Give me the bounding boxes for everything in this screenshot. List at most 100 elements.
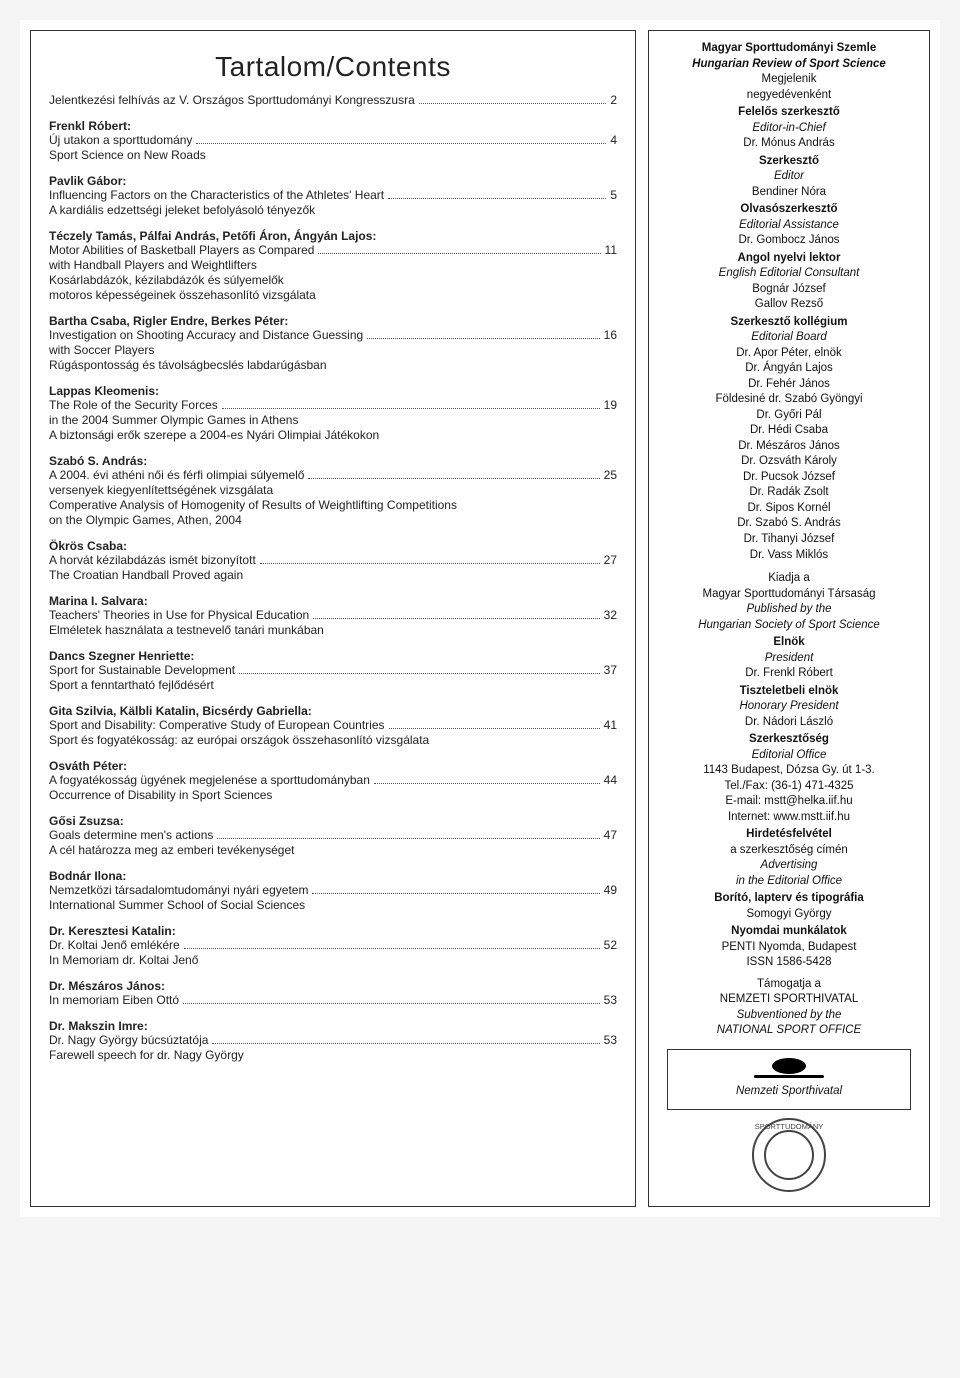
honpresident-role-hu: Tiszteletbeli elnök bbox=[659, 684, 919, 700]
toc-page-number: 5 bbox=[610, 188, 617, 202]
toc-text: A horvát kézilabdázás ismét bizonyított bbox=[49, 553, 256, 567]
journal-title-en: Hungarian Review of Sport Science bbox=[659, 57, 919, 73]
toc-line: Investigation on Shooting Accuracy and D… bbox=[49, 328, 617, 342]
office-web: Internet: www.mstt.iif.hu bbox=[659, 810, 919, 826]
toc-page-number: 53 bbox=[604, 1033, 617, 1047]
toc-text: In memoriam Eiben Ottó bbox=[49, 993, 179, 1007]
toc-line: A 2004. évi athéni női és férfi olimpiai… bbox=[49, 468, 617, 482]
toc-page-number: 47 bbox=[604, 828, 617, 842]
role-heading-hu: Angol nyelvi lektor bbox=[659, 251, 919, 267]
toc-text: Új utakon a sporttudomány bbox=[49, 133, 192, 147]
role-heading-en: English Editorial Consultant bbox=[659, 266, 919, 282]
toc-entry: Marina I. Salvara:Teachers' Theories in … bbox=[49, 594, 617, 637]
toc-text: Nemzetközi társadalomtudományi nyári egy… bbox=[49, 883, 308, 897]
toc-entry: Osváth Péter:A fogyatékosság ügyének meg… bbox=[49, 759, 617, 802]
dots-leader bbox=[308, 477, 599, 479]
toc-entry: Jelentkezési felhívás az V. Országos Spo… bbox=[49, 93, 617, 107]
toc-line: Sport for Sustainable Development37 bbox=[49, 663, 617, 677]
freq-hu: Megjelenik bbox=[659, 72, 919, 88]
role-name: Dr. Vass Miklós bbox=[659, 548, 919, 564]
president-name: Dr. Frenkl Róbert bbox=[659, 666, 919, 682]
toc-entry: Pavlik Gábor:Influencing Factors on the … bbox=[49, 174, 617, 217]
toc-entry: Dr. Mészáros János:In memoriam Eiben Ott… bbox=[49, 979, 617, 1007]
toc-author: Gita Szilvia, Kälbli Katalin, Bicsérdy G… bbox=[49, 704, 617, 718]
support-org-en: NATIONAL SPORT OFFICE bbox=[659, 1023, 919, 1039]
role-name: Dr. Ozsváth Károly bbox=[659, 454, 919, 470]
toc-subline: versenyek kiegyenlítettségének vizsgálat… bbox=[49, 483, 617, 497]
role-name: Dr. Sipos Kornél bbox=[659, 501, 919, 517]
toc-text: Teachers' Theories in Use for Physical E… bbox=[49, 608, 309, 622]
page: Tartalom/Contents Jelentkezési felhívás … bbox=[20, 20, 940, 1217]
honpresident-name: Dr. Nádori László bbox=[659, 715, 919, 731]
role-name: Dr. Hédi Csaba bbox=[659, 423, 919, 439]
role-heading-en: Editorial Board bbox=[659, 330, 919, 346]
toc-author: Marina I. Salvara: bbox=[49, 594, 617, 608]
toc-author: Gősi Zsuzsa: bbox=[49, 814, 617, 828]
dots-leader bbox=[212, 1042, 599, 1044]
ads-hu: Hirdetésfelvétel bbox=[659, 827, 919, 843]
ads-en: Advertising bbox=[659, 858, 919, 874]
dots-leader bbox=[367, 337, 599, 339]
toc-entry: Dancs Szegner Henriette:Sport for Sustai… bbox=[49, 649, 617, 692]
toc-author: Bodnár Ilona: bbox=[49, 869, 617, 883]
toc-author: Frenkl Róbert: bbox=[49, 119, 617, 133]
toc-line: A fogyatékosság ügyének megjelenése a sp… bbox=[49, 773, 617, 787]
toc-entry: Dr. Makszin Imre:Dr. Nagy György búcsúzt… bbox=[49, 1019, 617, 1062]
toc-page-number: 2 bbox=[610, 93, 617, 107]
toc-line: Influencing Factors on the Characteristi… bbox=[49, 188, 617, 202]
toc-entry: Frenkl Róbert:Új utakon a sporttudomány4… bbox=[49, 119, 617, 162]
toc-author: Téczely Tamás, Pálfai András, Petőfi Áro… bbox=[49, 229, 617, 243]
toc-line: The Role of the Security Forces19 bbox=[49, 398, 617, 412]
toc-subline: Elméletek használata a testnevelő tanári… bbox=[49, 623, 617, 637]
seal-icon: SPORTTUDOMÁNY bbox=[752, 1118, 826, 1192]
dots-leader bbox=[313, 617, 599, 619]
toc-text: Sport for Sustainable Development bbox=[49, 663, 235, 677]
toc-author: Lappas Kleomenis: bbox=[49, 384, 617, 398]
masthead-panel: Magyar Sporttudományi Szemle Hungarian R… bbox=[648, 30, 930, 1207]
print-hu: Nyomdai munkálatok bbox=[659, 924, 919, 940]
publisher-en: Published by the bbox=[659, 602, 919, 618]
toc-text: Investigation on Shooting Accuracy and D… bbox=[49, 328, 363, 342]
role-heading-en: Editor bbox=[659, 169, 919, 185]
role-heading-en: Editor-in-Chief bbox=[659, 121, 919, 137]
design-hu: Borító, lapterv és tipográfia bbox=[659, 891, 919, 907]
toc-author: Dr. Makszin Imre: bbox=[49, 1019, 617, 1033]
toc-page-number: 41 bbox=[604, 718, 617, 732]
toc-page-number: 32 bbox=[604, 608, 617, 622]
dots-leader bbox=[217, 837, 599, 839]
toc-entry: Bartha Csaba, Rigler Endre, Berkes Péter… bbox=[49, 314, 617, 372]
publisher-hu: Kiadja a bbox=[659, 571, 919, 587]
toc-entry: Szabó S. András:A 2004. évi athéni női é… bbox=[49, 454, 617, 527]
toc-line: Teachers' Theories in Use for Physical E… bbox=[49, 608, 617, 622]
freq-hu2: negyedévenként bbox=[659, 88, 919, 104]
sport-office-logo-icon bbox=[754, 1058, 824, 1082]
toc-entry: Gősi Zsuzsa:Goals determine men's action… bbox=[49, 814, 617, 857]
toc-line: Nemzetközi társadalomtudományi nyári egy… bbox=[49, 883, 617, 897]
toc-line: Motor Abilities of Basketball Players as… bbox=[49, 243, 617, 257]
role-name: Gallov Rezső bbox=[659, 297, 919, 313]
dots-leader bbox=[183, 1002, 600, 1004]
ads-en2: in the Editorial Office bbox=[659, 874, 919, 890]
role-name: Dr. Szabó S. András bbox=[659, 516, 919, 532]
toc-entry: Lappas Kleomenis:The Role of the Securit… bbox=[49, 384, 617, 442]
toc-subline: A kardiális edzettségi jeleket befolyáso… bbox=[49, 203, 617, 217]
toc-body: Jelentkezési felhívás az V. Országos Spo… bbox=[49, 93, 617, 1062]
sport-office-logo-box: Nemzeti Sporthivatal bbox=[667, 1049, 911, 1111]
toc-entry: Dr. Keresztesi Katalin:Dr. Koltai Jenő e… bbox=[49, 924, 617, 967]
dots-leader bbox=[312, 892, 599, 894]
dots-leader bbox=[196, 142, 606, 144]
toc-subline: in the 2004 Summer Olympic Games in Athe… bbox=[49, 413, 617, 427]
toc-subline: on the Olympic Games, Athen, 2004 bbox=[49, 513, 617, 527]
publisher-org-en: Hungarian Society of Sport Science bbox=[659, 618, 919, 634]
dots-leader bbox=[239, 672, 600, 674]
toc-author: Pavlik Gábor: bbox=[49, 174, 617, 188]
toc-subline: In Memoriam dr. Koltai Jenő bbox=[49, 953, 617, 967]
toc-subline: Farewell speech for dr. Nagy György bbox=[49, 1048, 617, 1062]
office-email: E-mail: mstt@helka.iif.hu bbox=[659, 794, 919, 810]
role-name: Dr. Mónus András bbox=[659, 136, 919, 152]
role-heading-en: Editorial Assistance bbox=[659, 218, 919, 234]
toc-page-number: 16 bbox=[604, 328, 617, 342]
print-issn: ISSN 1586-5428 bbox=[659, 955, 919, 971]
honpresident-role-en: Honorary President bbox=[659, 699, 919, 715]
role-heading-hu: Olvasószerkesztő bbox=[659, 202, 919, 218]
